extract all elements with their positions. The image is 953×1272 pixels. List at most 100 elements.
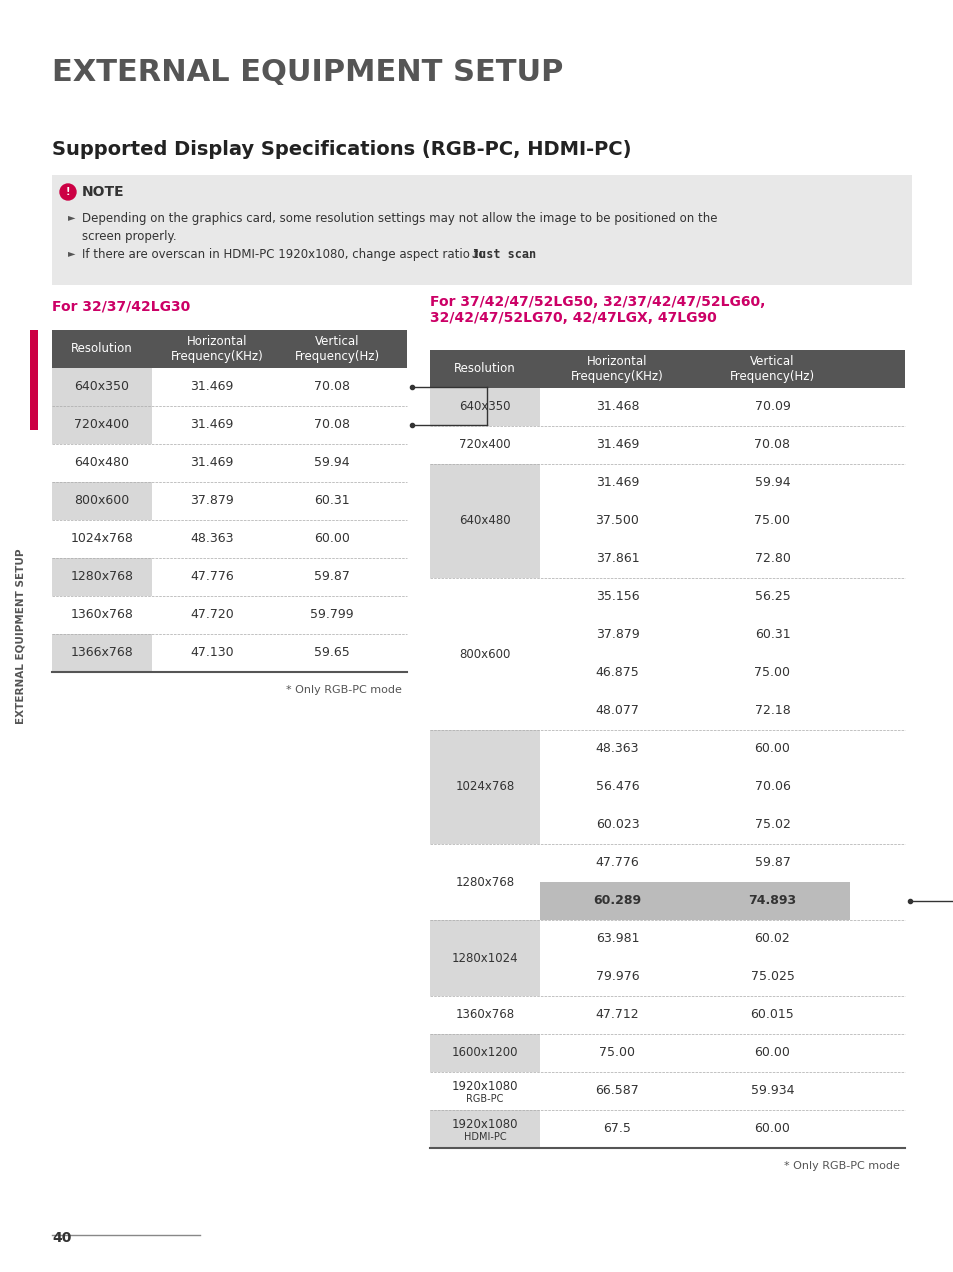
Text: 48.363: 48.363	[190, 533, 233, 546]
Bar	[152, 520, 392, 558]
Bar	[30, 329, 38, 430]
Text: 31.469: 31.469	[190, 418, 233, 431]
Text: 75.02: 75.02	[754, 818, 790, 832]
Text: Vertical
Frequency(Hz): Vertical Frequency(Hz)	[729, 355, 814, 383]
Bar	[430, 577, 539, 730]
Text: 1280x1024: 1280x1024	[451, 951, 517, 964]
Bar	[539, 388, 849, 426]
Bar	[539, 426, 849, 464]
Text: 60.02: 60.02	[754, 932, 789, 945]
Bar	[430, 730, 539, 845]
Text: 46.875: 46.875	[595, 667, 639, 679]
Bar	[52, 482, 152, 520]
Text: 48.363: 48.363	[595, 743, 639, 756]
Text: 31.469: 31.469	[596, 439, 639, 452]
Text: 1360x768: 1360x768	[71, 608, 133, 622]
Text: For 32/37/42LG30: For 32/37/42LG30	[52, 300, 190, 314]
Bar	[430, 426, 539, 464]
Text: 59.934: 59.934	[750, 1085, 794, 1098]
Text: 74.893: 74.893	[748, 894, 796, 907]
Bar	[152, 597, 392, 633]
Text: Horizontal
Frequency(KHz): Horizontal Frequency(KHz)	[171, 335, 263, 363]
Text: EXTERNAL EQUIPMENT SETUP: EXTERNAL EQUIPMENT SETUP	[15, 548, 25, 724]
Text: RGB-PC: RGB-PC	[466, 1094, 503, 1104]
Text: 60.00: 60.00	[754, 1122, 790, 1136]
Text: 1366x768: 1366x768	[71, 646, 133, 659]
Text: 59.87: 59.87	[314, 571, 350, 584]
Text: 48.077: 48.077	[595, 705, 639, 717]
Bar	[539, 806, 849, 845]
Text: 47.776: 47.776	[190, 571, 233, 584]
Bar	[152, 444, 392, 482]
Text: 47.130: 47.130	[190, 646, 233, 659]
Bar	[52, 520, 152, 558]
Text: 31.469: 31.469	[190, 457, 233, 469]
Text: * Only RGB-PC mode: * Only RGB-PC mode	[286, 686, 401, 695]
Text: HDMI-PC: HDMI-PC	[463, 1132, 506, 1142]
Bar	[430, 920, 539, 996]
Text: Just scan: Just scan	[472, 248, 536, 261]
Text: 1024x768: 1024x768	[455, 781, 514, 794]
Text: 59.799: 59.799	[310, 608, 354, 622]
Bar	[152, 558, 392, 597]
Text: 60.00: 60.00	[754, 1047, 790, 1060]
Text: 37.500: 37.500	[595, 514, 639, 528]
Text: 66.587: 66.587	[595, 1085, 639, 1098]
Text: 56.25: 56.25	[754, 590, 789, 603]
Text: 56.476: 56.476	[595, 781, 639, 794]
Text: ►: ►	[68, 248, 75, 258]
Text: 70.08: 70.08	[754, 439, 790, 452]
Text: Supported Display Specifications (RGB-PC, HDMI-PC): Supported Display Specifications (RGB-PC…	[52, 140, 631, 159]
Text: * Only RGB-PC mode: * Only RGB-PC mode	[783, 1161, 899, 1172]
Text: 60.023: 60.023	[595, 818, 639, 832]
Bar	[430, 845, 539, 920]
Text: 40: 40	[52, 1231, 71, 1245]
Text: 75.00: 75.00	[754, 667, 790, 679]
Text: .: .	[526, 248, 530, 261]
Text: 720x400: 720x400	[458, 439, 510, 452]
Text: 31.468: 31.468	[595, 401, 639, 413]
Text: 37.879: 37.879	[190, 495, 233, 508]
Bar	[430, 464, 539, 577]
Text: 1920x1080: 1920x1080	[452, 1080, 517, 1093]
Circle shape	[60, 184, 76, 200]
Text: 35.156: 35.156	[595, 590, 639, 603]
Text: 60.31: 60.31	[754, 628, 789, 641]
Bar	[539, 881, 849, 920]
Text: !: !	[66, 187, 71, 197]
Text: 75.00: 75.00	[598, 1047, 635, 1060]
Text: 72.80: 72.80	[754, 552, 790, 566]
Text: 60.00: 60.00	[754, 743, 790, 756]
Text: EXTERNAL EQUIPMENT SETUP: EXTERNAL EQUIPMENT SETUP	[52, 59, 563, 86]
Bar	[539, 845, 849, 881]
Text: Horizontal
Frequency(KHz): Horizontal Frequency(KHz)	[571, 355, 663, 383]
Bar	[52, 406, 152, 444]
Bar	[52, 444, 152, 482]
Text: Resolution: Resolution	[454, 363, 516, 375]
Text: Resolution: Resolution	[71, 342, 132, 355]
Text: 1360x768: 1360x768	[455, 1009, 514, 1021]
Text: 60.015: 60.015	[750, 1009, 794, 1021]
Text: 31.469: 31.469	[190, 380, 233, 393]
Bar	[430, 350, 904, 388]
Text: 1920x1080: 1920x1080	[452, 1118, 517, 1131]
Bar	[539, 1034, 849, 1072]
Text: 640x480: 640x480	[458, 514, 510, 528]
Text: 79.976: 79.976	[595, 971, 639, 983]
FancyBboxPatch shape	[52, 176, 911, 285]
Bar	[430, 1072, 539, 1110]
Bar	[539, 464, 849, 502]
Text: 63.981: 63.981	[595, 932, 639, 945]
Text: 67.5: 67.5	[603, 1122, 631, 1136]
Text: ►: ►	[68, 212, 75, 223]
Bar	[539, 692, 849, 730]
Bar	[539, 996, 849, 1034]
Text: 59.87: 59.87	[754, 856, 790, 870]
Text: 59.94: 59.94	[314, 457, 350, 469]
Bar	[430, 996, 539, 1034]
Text: 70.06: 70.06	[754, 781, 790, 794]
Bar	[539, 577, 849, 616]
Bar	[539, 616, 849, 654]
Bar	[52, 558, 152, 597]
Bar	[539, 730, 849, 768]
